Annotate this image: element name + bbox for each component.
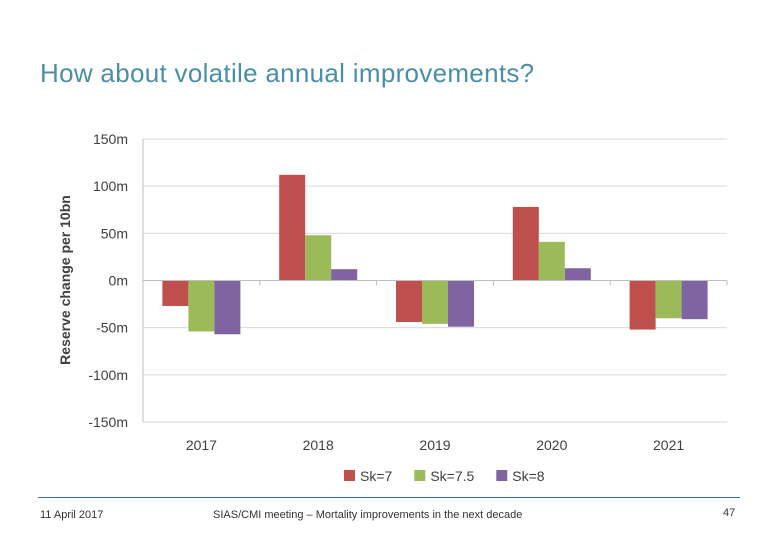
footer-date: 11 April 2017 [40,509,104,521]
legend-label: Sk=8 [512,468,545,484]
x-tick-label: 2020 [536,437,567,453]
bar-sk-8-2019 [448,280,474,327]
x-tick-label: 2018 [303,437,334,453]
bar-sk-7-5-2018 [305,235,332,281]
y-tick-label: -100m [88,367,128,383]
x-tick-label: 2021 [653,437,684,453]
slide-title: How about volatile annual improvements? [40,58,535,88]
bar-sk-7-2021 [629,280,656,330]
legend-label: Sk=7.5 [430,468,474,484]
axis-labels: 150m 100m 50m 0m -50m -100m -150m 2017 2018 2019 2… [57,131,684,453]
y-tick-label: 100m [93,178,128,194]
x-tick-label: 2019 [419,437,450,453]
bar-sk-7-5-2020 [538,241,565,281]
legend-swatch [496,470,508,481]
y-axis-title: Reserve change per 10bn [57,195,73,365]
y-tick-label: 0m [109,273,128,289]
legend-label: Sk=7 [360,468,393,484]
bar-sk-8-2020 [564,268,591,281]
bar-sk-8-2018 [331,269,358,281]
y-tick-label: -150m [88,414,128,430]
legend: Sk=7 Sk=7.5 Sk=8 [344,468,545,484]
bar-sk-7-5-2021 [655,280,682,319]
bar-sk-7-2019 [396,280,422,323]
bar-sk-7-2017 [162,280,189,306]
bar-sk-8-2017 [214,280,241,335]
bar-sk-7-2018 [279,174,306,281]
legend-swatch [344,470,355,481]
bar-sk-8-2021 [681,280,708,320]
y-tick-label: 150m [93,131,128,147]
reserve-change-bar-chart: 150m 100m 50m 0m -50m -100m -150m 2017 2018 2019 2… [57,131,728,484]
footer-meeting-title: SIAS/CMI meeting – Mortality improvement… [213,509,523,521]
x-tick-label: 2017 [186,437,217,453]
y-tick-label: 50m [101,225,128,241]
footer-divider [38,497,740,498]
bar-sk-7-5-2017 [188,280,215,332]
y-tick-label: -50m [96,320,128,336]
axes [142,139,728,422]
legend-swatch [414,470,426,481]
bars [162,174,708,335]
bar-sk-7-2020 [512,206,539,281]
bar-sk-7-5-2019 [422,280,448,324]
page-number: 47 [723,507,736,519]
